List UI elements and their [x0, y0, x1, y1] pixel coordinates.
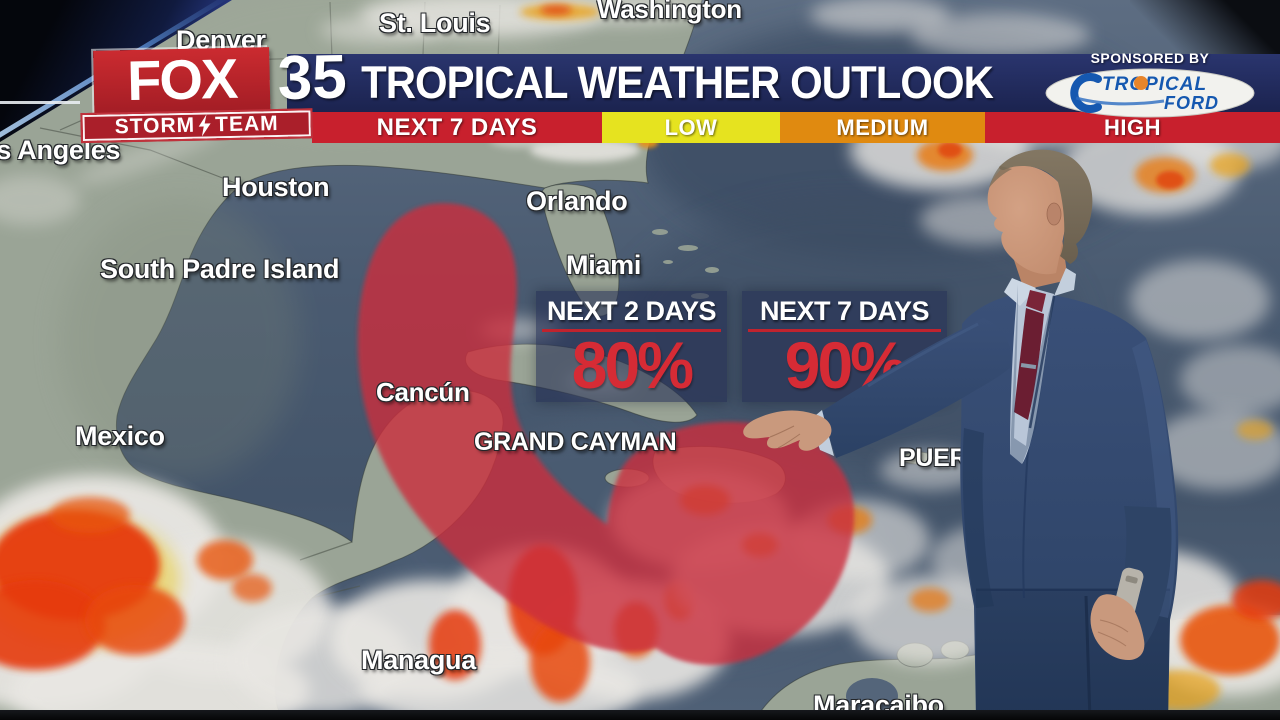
sponsor-sun-icon [1134, 76, 1148, 90]
presenter-tie-clip [1020, 363, 1037, 370]
sponsor-name-top: TROPICAL [1102, 74, 1207, 95]
channel-number: 35 [277, 42, 348, 113]
development-area-hispaniola [606, 421, 855, 665]
development-area-gulf [357, 203, 682, 652]
risk-segment-low: LOW [602, 112, 780, 143]
sponsor-logo: TROPICAL FORD [1045, 68, 1255, 118]
lightning-bolt-icon [199, 114, 212, 137]
sponsor-name-bottom: FORD [1164, 93, 1219, 113]
page-title: TROPICAL WEATHER OUTLOOK [361, 57, 994, 108]
risk-label-medium: MEDIUM [836, 114, 929, 140]
map-grid-line [0, 101, 80, 104]
development-areas [357, 203, 855, 665]
lake-maracaibo [846, 678, 898, 712]
risk-bar-period-segment: NEXT 7 DAYS [312, 112, 602, 143]
sponsored-by-label: SPONSORED BY [1090, 50, 1210, 66]
city-label-houston: Houston [222, 172, 330, 202]
presenter-left-hand [1090, 594, 1145, 660]
title-banner: TROPICAL WEATHER OUTLOOK [287, 54, 1280, 112]
weather-presenter [743, 149, 1179, 720]
panel-divider [748, 329, 941, 332]
studio-floor [0, 710, 1280, 720]
city-label-st-louis: St. Louis [379, 8, 491, 38]
period-label: NEXT 7 DAYS [376, 113, 538, 141]
risk-scale-bar: NEXT 7 DAYS LOW MEDIUM HIGH [312, 112, 1280, 143]
station-logo: FOX 35 STORM TEAM [77, 39, 379, 145]
presenter-collar [1004, 278, 1036, 306]
fox-brand: FOX [93, 47, 271, 115]
sponsor-block: SPONSORED BY TROPICAL FORD [1024, 50, 1276, 124]
presenter-face [987, 164, 1066, 275]
risk-label-low: LOW [664, 114, 718, 140]
team-label: TEAM [214, 111, 279, 137]
probability-label: NEXT 7 DAYS [759, 296, 930, 326]
presenter-hair [999, 149, 1093, 264]
presenter-ear [1046, 202, 1062, 226]
probability-panel-2-days: NEXT 2 DAYS 80% [536, 291, 727, 402]
city-label-south-padre-island: South Padre Island [100, 254, 340, 284]
presenter-hand-pointing [743, 410, 832, 451]
presenter-tie-knot [1026, 290, 1046, 312]
city-label-mexico: Mexico [75, 421, 165, 451]
city-label-managua: Managua [361, 645, 476, 675]
risk-label-high: HIGH [1104, 114, 1161, 140]
city-label-cancun: Cancún [376, 377, 470, 407]
city-label-miami: Miami [566, 250, 642, 280]
presenter-arm [821, 318, 1012, 458]
storm-label: STORM [114, 113, 196, 139]
panel-divider [542, 329, 721, 332]
city-label-orlando: Orlando [526, 186, 628, 216]
risk-segment-medium: MEDIUM [780, 112, 985, 143]
city-label-washington: Washington [597, 0, 742, 24]
presenter-tie [1014, 308, 1044, 420]
storm-team-badge: STORM TEAM [80, 108, 313, 144]
city-label-grand-cayman: GRAND CAYMAN [474, 428, 677, 456]
probability-value: 80% [571, 328, 694, 402]
probability-label: NEXT 2 DAYS [546, 296, 717, 326]
sponsor-swoosh-icon [1070, 73, 1102, 113]
